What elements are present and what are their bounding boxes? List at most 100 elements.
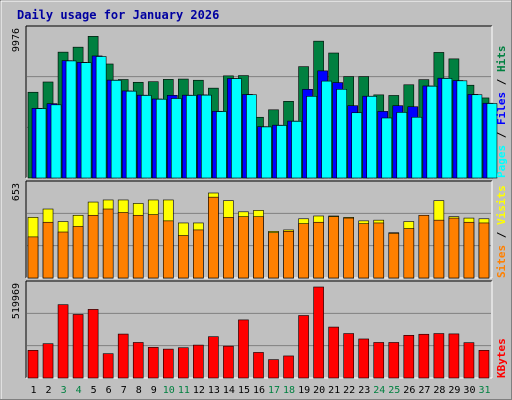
bar-sites-day-20 [313,221,324,279]
x-tick-label-day-26: 26 [403,385,415,396]
legend-visits-sites: Sites / Visits [495,185,508,278]
bar-sites-day-17 [268,232,279,279]
bar-kbytes-day-4 [72,314,84,379]
x-tick-label-day-3: 3 [61,385,67,396]
x-tick-label-day-7: 7 [121,385,127,396]
x-tick-label-day-12: 12 [193,385,205,396]
bar-pages-day-25 [396,112,408,179]
bar-pages-day-3 [65,60,77,179]
x-tick-label-day-28: 28 [433,385,445,396]
legend-item-kbytes: KBytes [495,338,508,378]
x-tick-label-day-2: 2 [46,385,52,396]
bar-kbytes-day-1 [27,350,39,379]
panel-kbytes: 519969 KBytes [11,280,508,379]
bar-kbytes-day-3 [57,304,69,379]
bar-pages-day-13 [216,111,227,179]
panel-visits-sites: 653 Sites / Visits [11,180,508,279]
x-tick-label-day-14: 14 [223,385,235,396]
bar-kbytes-day-21 [328,326,339,379]
bar-pages-day-6 [110,80,122,179]
x-tick-label-day-5: 5 [91,385,97,396]
x-tick-label-day-15: 15 [238,385,250,396]
bar-kbytes-day-12 [193,344,204,379]
bar-pages-day-8 [140,95,152,179]
bar-pages-day-17 [276,125,287,179]
bar-pages-day-27 [426,85,438,179]
bar-kbytes-day-8 [132,342,144,379]
bar-pages-day-18 [291,121,302,179]
bar-sites-day-16 [253,216,264,279]
bar-sites-day-18 [283,231,294,279]
bar-pages-day-23 [366,96,378,179]
bar-pages-day-26 [411,116,423,179]
bar-kbytes-day-24 [373,342,385,379]
x-tick-label-day-8: 8 [136,385,142,396]
bar-sites-day-30 [463,221,475,279]
x-tick-label-day-22: 22 [343,385,355,396]
bar-kbytes-day-20 [313,286,324,379]
x-tick-label-day-31: 31 [478,385,490,396]
bar-kbytes-day-11 [178,347,189,379]
bar-kbytes-day-2 [42,343,54,379]
bar-pages-day-28 [441,78,453,179]
bar-pages-day-31 [486,103,498,179]
x-tick-label-day-10: 10 [163,385,175,396]
bar-pages-day-16 [261,126,272,179]
x-tick-label-day-27: 27 [418,385,430,396]
legend-item-hits: Hits [495,46,508,73]
bar-kbytes-day-5 [87,309,99,379]
bar-kbytes-day-25 [388,342,400,379]
bar-sites-day-9 [147,214,159,279]
x-tick-label-day-16: 16 [253,385,265,396]
bar-kbytes-day-26 [403,334,415,379]
x-tick-label-day-21: 21 [328,385,340,396]
bar-pages-day-5 [95,56,107,179]
bar-kbytes-day-23 [358,338,370,379]
bar-kbytes-day-28 [433,333,445,379]
bar-kbytes-day-31 [478,350,490,379]
bar-sites-day-4 [72,226,84,279]
bar-sites-day-31 [478,222,490,279]
bar-kbytes-day-22 [343,333,354,379]
legend-item-files: Files [495,92,508,125]
bar-sites-day-10 [162,220,174,279]
bar-kbytes-day-13 [208,336,219,379]
bar-kbytes-day-29 [448,333,460,379]
x-tick-label-day-20: 20 [313,385,325,396]
bar-pages-day-4 [80,62,92,179]
legend-kbytes: KBytes [495,338,508,378]
bar-sites-day-13 [208,196,219,279]
bar-sites-day-25 [388,233,400,279]
x-tick-label-day-18: 18 [283,385,295,396]
bar-kbytes-day-9 [147,347,159,379]
x-tick-label-day-29: 29 [448,385,460,396]
legend-item-sites: Sites [495,245,508,278]
bar-sites-day-3 [57,231,69,279]
y-axis-max-label: 519969 [11,283,22,319]
bar-sites-day-14 [223,217,234,279]
bar-kbytes-day-17 [268,359,279,379]
bar-kbytes-day-19 [298,315,309,379]
bar-pages-day-30 [471,94,483,179]
bar-kbytes-day-15 [238,319,249,379]
bar-sites-day-6 [102,208,114,279]
x-tick-label-day-19: 19 [298,385,310,396]
bar-sites-day-1 [27,236,39,279]
panel-hits-files-pages: 9976 Pages / Files / Hits [11,25,508,179]
x-tick-label-day-23: 23 [358,385,370,396]
bar-sites-day-15 [238,216,249,279]
bar-kbytes-day-18 [283,355,294,379]
x-tick-label-day-13: 13 [208,385,220,396]
x-tick-label-day-25: 25 [388,385,400,396]
x-tick-label-day-9: 9 [151,385,157,396]
bar-sites-day-2 [42,221,54,279]
x-tick-label-day-6: 6 [106,385,112,396]
bar-pages-day-15 [246,94,257,179]
bar-pages-day-12 [201,94,212,179]
bar-pages-day-19 [306,96,317,179]
legend-separator: / [495,125,508,145]
bar-sites-day-26 [403,228,415,279]
bar-kbytes-day-16 [253,352,264,379]
y-axis-max-label: 9976 [11,28,22,52]
